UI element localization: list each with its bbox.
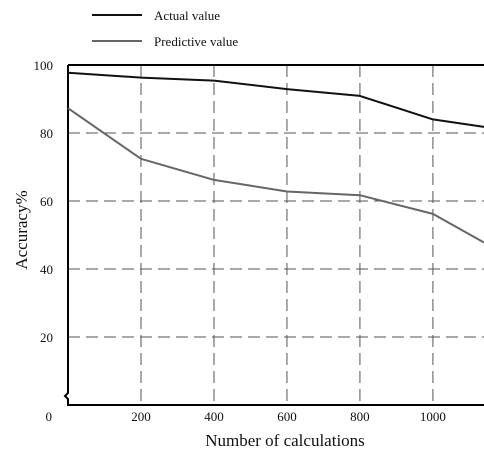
- plot-frame: [63, 64, 484, 406]
- y-axis-title: Accuracy%: [12, 190, 31, 269]
- x-tick-label-200: 200: [131, 409, 151, 424]
- x-tick-label-1000: 1000: [420, 409, 446, 424]
- y-tick-label-80: 80: [40, 126, 53, 141]
- origin-label: 0: [46, 409, 53, 424]
- series-lines: [67, 71, 484, 244]
- x-tick-label-600: 600: [277, 409, 297, 424]
- x-tick-label-400: 400: [204, 409, 224, 424]
- y-tick-label-20: 20: [40, 330, 53, 345]
- legend: Actual value Predictive value: [92, 8, 238, 49]
- series-line-actual-value: [67, 71, 484, 128]
- x-tick-label-800: 800: [350, 409, 370, 424]
- legend-label-predictive-value: Predictive value: [154, 34, 238, 49]
- y-tick-label-40: 40: [40, 262, 53, 277]
- tick-labels: 20 40 60 80 100 200 400 600 800 1000: [34, 58, 446, 424]
- y-tick-label-100: 100: [34, 58, 54, 73]
- series-line-predictive-value: [67, 107, 484, 244]
- x-axis-title: Number of calculations: [205, 431, 365, 450]
- legend-label-actual-value: Actual value: [154, 8, 220, 23]
- grid-lines: [68, 65, 484, 405]
- y-tick-label-60: 60: [40, 194, 53, 209]
- y-axis-line-with-break: [63, 65, 484, 406]
